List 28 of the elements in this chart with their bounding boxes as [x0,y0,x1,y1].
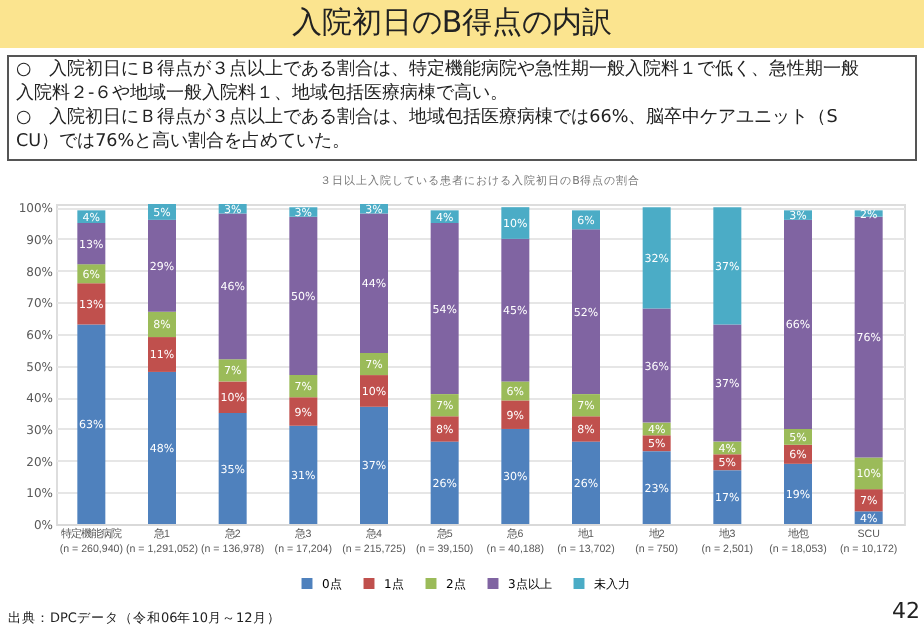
bar [713,470,742,524]
bar [642,308,671,423]
text: 42 [892,598,920,624]
bar [360,213,388,353]
bar [784,219,812,429]
bar [289,425,318,524]
bar [713,207,742,325]
bar [430,223,459,395]
bar [854,216,883,458]
chart-title: 入院初日のB得点の内訳 [291,4,613,40]
bar [218,213,247,360]
bar [77,324,106,524]
bar [642,207,671,309]
text: ○ 入院初日にＢ得点が３点以上である割合は、地域包括医療病棟では66%、脳卒中ケアユニット（SCU）では76%と高い割合を占めていた。 [16,106,839,152]
bar [501,428,530,524]
bar [501,238,530,382]
bar [572,441,600,524]
bar [360,406,388,524]
bar [148,219,176,312]
bar [572,229,600,395]
bar [289,216,318,376]
bar [784,463,812,524]
bar [430,441,459,524]
bar [642,451,671,524]
bar [218,413,247,524]
text: ○ 入院初日にＢ得点が３点以上である割合は、特定機能病院や急性期一般入院料１で低く、急性期一般入院料２-６や地域一般入院料１、地域包括医療病棟で高い。 [16,58,860,104]
bar [713,324,742,442]
bar [148,371,176,524]
